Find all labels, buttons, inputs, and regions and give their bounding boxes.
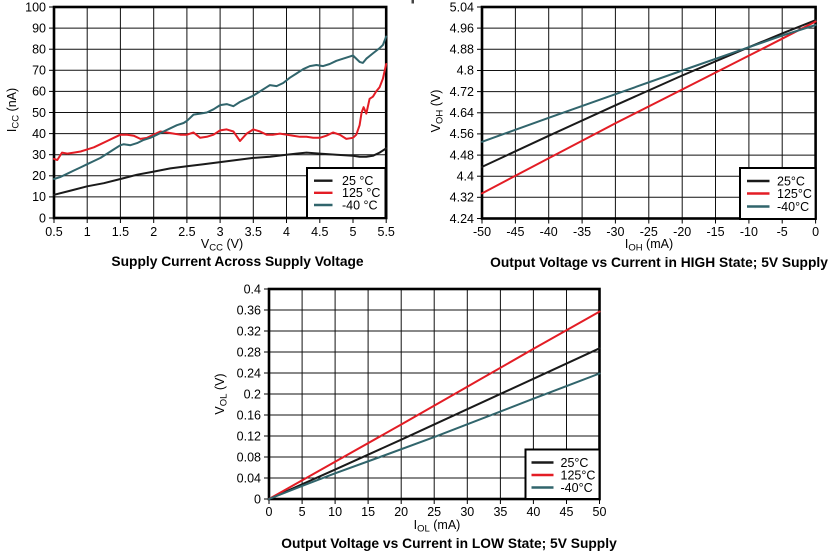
svg-text:25: 25 [427, 505, 441, 519]
svg-text:5: 5 [299, 505, 306, 519]
svg-text:-45: -45 [506, 225, 524, 239]
svg-text:45: 45 [560, 505, 574, 519]
svg-text:0.32: 0.32 [237, 324, 261, 338]
svg-text:1: 1 [84, 225, 91, 239]
svg-text:40: 40 [32, 127, 46, 141]
svg-text:0.36: 0.36 [237, 303, 261, 317]
svg-text:1.5: 1.5 [112, 225, 129, 239]
svg-text:4.88: 4.88 [450, 43, 474, 57]
svg-text:5.5: 5.5 [378, 225, 395, 239]
svg-text:20: 20 [394, 505, 408, 519]
svg-text:Supply Current Across Supply V: Supply Current Across Supply Voltage [111, 254, 364, 269]
svg-text:80: 80 [32, 43, 46, 57]
svg-text:-25: -25 [640, 225, 658, 239]
svg-text:IOL (mA): IOL (mA) [414, 518, 461, 535]
svg-text:125 °C: 125 °C [342, 186, 380, 200]
svg-text:-30: -30 [606, 225, 624, 239]
svg-text:0.12: 0.12 [237, 429, 261, 443]
svg-text:40: 40 [526, 505, 540, 519]
svg-text:-5: -5 [777, 225, 788, 239]
svg-text:-40°C: -40°C [561, 481, 593, 495]
svg-text:50: 50 [593, 505, 607, 519]
svg-text:5.04: 5.04 [450, 0, 474, 14]
svg-text:4.5: 4.5 [311, 225, 328, 239]
svg-text:0.16: 0.16 [237, 408, 261, 422]
svg-text:3: 3 [217, 225, 224, 239]
svg-text:-10: -10 [740, 225, 758, 239]
svg-text:0: 0 [812, 225, 819, 239]
svg-text:25 °C: 25 °C [342, 174, 373, 188]
svg-text:4.96: 4.96 [450, 22, 474, 36]
svg-text:-40°C: -40°C [777, 200, 809, 214]
svg-text:4.56: 4.56 [450, 127, 474, 141]
svg-text:3.5: 3.5 [245, 225, 262, 239]
svg-text:0.2: 0.2 [244, 387, 261, 401]
svg-text:30: 30 [32, 148, 46, 162]
svg-text:-50: -50 [473, 225, 491, 239]
svg-text:2: 2 [150, 225, 157, 239]
svg-text:10: 10 [32, 190, 46, 204]
svg-text:125°C: 125°C [777, 187, 812, 201]
svg-text:4.24: 4.24 [450, 212, 474, 226]
svg-text:25°C: 25°C [561, 456, 589, 470]
svg-text:0.4: 0.4 [244, 282, 261, 296]
svg-text:30: 30 [460, 505, 474, 519]
svg-text:4: 4 [283, 225, 290, 239]
svg-text:60: 60 [32, 85, 46, 99]
svg-text:-15: -15 [706, 225, 724, 239]
svg-text:20: 20 [32, 169, 46, 183]
svg-text:4.72: 4.72 [450, 85, 474, 99]
svg-text:0.08: 0.08 [237, 450, 261, 464]
svg-text:-20: -20 [673, 225, 691, 239]
svg-text:-40: -40 [540, 225, 558, 239]
svg-text:4.8: 4.8 [457, 64, 474, 78]
svg-text:35: 35 [493, 505, 507, 519]
svg-text:0.04: 0.04 [237, 471, 261, 485]
svg-text:50: 50 [32, 106, 46, 120]
svg-text:70: 70 [32, 64, 46, 78]
svg-text:0: 0 [39, 211, 46, 225]
svg-text:-40 °C: -40 °C [342, 198, 378, 212]
svg-text:4.32: 4.32 [450, 191, 474, 205]
svg-text:Output Voltage vs Current in H: Output Voltage vs Current in HIGH State;… [490, 255, 828, 270]
svg-text:15: 15 [361, 505, 375, 519]
svg-text:125°C: 125°C [561, 468, 596, 482]
svg-text:Output Voltage vs Current in L: Output Voltage vs Current in LOW State; … [281, 536, 617, 551]
svg-text:0: 0 [254, 492, 261, 506]
svg-text:4.48: 4.48 [450, 148, 474, 162]
svg-text:0.5: 0.5 [45, 225, 62, 239]
svg-text:0.24: 0.24 [237, 366, 261, 380]
svg-text:100: 100 [25, 0, 46, 14]
svg-text:0.28: 0.28 [237, 345, 261, 359]
svg-text:10: 10 [328, 505, 342, 519]
svg-text:0: 0 [266, 505, 273, 519]
svg-text:90: 90 [32, 21, 46, 35]
svg-text:25°C: 25°C [777, 174, 805, 188]
svg-text:5: 5 [350, 225, 357, 239]
svg-text:4.4: 4.4 [457, 170, 474, 184]
svg-text:-35: -35 [573, 225, 591, 239]
svg-text:4.64: 4.64 [450, 106, 474, 120]
svg-text:2.5: 2.5 [178, 225, 195, 239]
